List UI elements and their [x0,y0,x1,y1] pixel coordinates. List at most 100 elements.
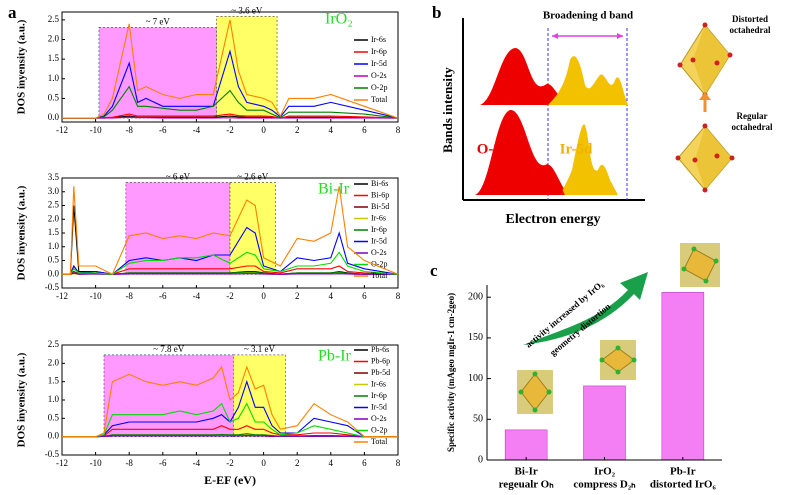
y-axis-label: Specific activity (mAgeo mgIr-1 cm-2geo) [446,293,456,452]
legend-label: Pb-5d [371,368,390,377]
legend-label: Bi-6p [371,190,389,199]
octahedron-label: octahedral [732,122,773,132]
legend-label: Ir-5d [371,402,387,411]
y-tick-label: 1.5 [48,376,60,386]
legend-label: Ir-6s [371,213,386,222]
x-tick-label: Bi-Ir [515,466,538,478]
octahedron-label: octahedral [730,25,771,35]
y-tick-label: 1.0 [48,73,60,83]
y-axis-label: DOS inyensity (a.u.) [16,185,28,280]
x-tick-label: 2 [295,291,300,301]
x-tick-label: -2 [226,125,234,135]
y-tick-label: 0.0 [48,431,60,441]
dos-line [62,49,399,119]
x-tick-label: -12 [56,458,68,468]
dos-line [62,251,399,275]
x-tick-label: -4 [193,291,201,301]
dos-line [62,226,399,275]
legend-label: Ir-6p [371,225,387,234]
y-tick-label: 0.5 [48,412,60,422]
band-label: O-2p [477,141,510,157]
x-tick-label: -12 [56,291,68,301]
x-tick-label: 4 [329,458,334,468]
x-tick-label: 0 [261,125,266,135]
y-tick-label: 100 [468,373,483,384]
schematic [462,18,735,201]
panel-label: c [430,261,438,280]
legend-label: O-2p [371,259,387,268]
x-tick-label: 8 [396,291,401,301]
dos-line [62,19,399,119]
bar [583,385,626,461]
legend-label: Ir-5d [371,236,387,245]
y-tick-label: 2.0 [48,34,60,44]
region-label: ~ 3.1 eV [244,344,276,354]
legend-label: Bi-5d [371,202,389,211]
octahedron-label: Distorted [732,14,768,24]
x-tick-label: -6 [159,291,167,301]
x-tick-label: 8 [396,458,401,468]
y-tick-label: 1.5 [48,227,60,237]
region-label: ~ 7.8 eV [153,344,185,354]
legend-label: Ir-6s [371,379,386,388]
legend-label: O-2s [371,71,387,80]
legend-label: Total [371,95,388,104]
region [125,182,231,275]
x-tick-label: -4 [193,458,201,468]
y-tick-label: 0.5 [48,92,60,102]
dos-line [62,115,399,119]
x-tick-label: -10 [90,458,102,468]
bar [504,429,548,461]
x-tick-label: 0 [261,291,266,301]
x-tick-label: -6 [159,458,167,468]
x-tick-label: 8 [396,125,401,135]
y-tick-label: 0.0 [48,112,60,122]
dos-line [62,113,399,119]
y-tick-label: 1.0 [48,241,60,251]
x-tick-sublabel: compress D₂ₕ [573,479,636,491]
y-tick-label: -0.5 [45,282,60,292]
dos-line [62,425,398,438]
legend-label: Bi-6s [371,179,388,188]
x-tick-label: IrO₂ [594,466,616,478]
legend-label: O-2s [371,248,387,257]
x-tick-label: -2 [226,458,234,468]
x-tick-label: 4 [329,291,334,301]
legend-label: Pb-6s [371,345,389,354]
y-tick-label: -0.5 [45,449,60,459]
bar [661,292,705,461]
x-tick-label: -8 [125,125,133,135]
dos-line [62,272,398,275]
y-tick-label: 1.5 [48,53,60,63]
legend-label: O-2p [371,425,387,434]
x-tick-label: -8 [125,291,133,301]
legend-label: Ir-6s [371,35,386,44]
region [103,354,234,438]
dos-line [62,402,398,438]
panel-label: b [432,3,441,22]
legend-label: Ir-6p [371,391,387,400]
x-tick-label: -4 [193,125,201,135]
y-tick-label: 3.5 [48,172,60,182]
legend-label: O-2s [371,414,387,423]
region-label: ~ 2.6 eV [237,171,269,181]
y-tick-label: 0 [478,454,483,465]
x-tick-label: 2 [295,125,300,135]
x-tick-label: Pb-Ir [670,466,696,478]
x-tick-label: 6 [362,291,367,301]
y-tick-label: 150 [468,332,483,343]
octahedron-label: Regular [737,111,768,121]
x-tick-label: -6 [159,125,167,135]
x-tick-label: -12 [56,125,68,135]
x-tick-label: 4 [329,125,334,135]
y-tick-label: 0.5 [48,255,60,265]
y-tick-label: 50 [473,414,483,425]
dos-line [62,186,399,276]
y-tick-label: 2.5 [48,200,60,210]
band-label: Ir-5d [560,141,593,157]
chart-title: IrO₂ [325,11,353,28]
chart-title: Bi-Ir [318,181,350,198]
diagram-title: Broadening d band [543,10,633,22]
x-tick-label: 0 [261,458,266,468]
legend-label: Total [371,437,388,446]
